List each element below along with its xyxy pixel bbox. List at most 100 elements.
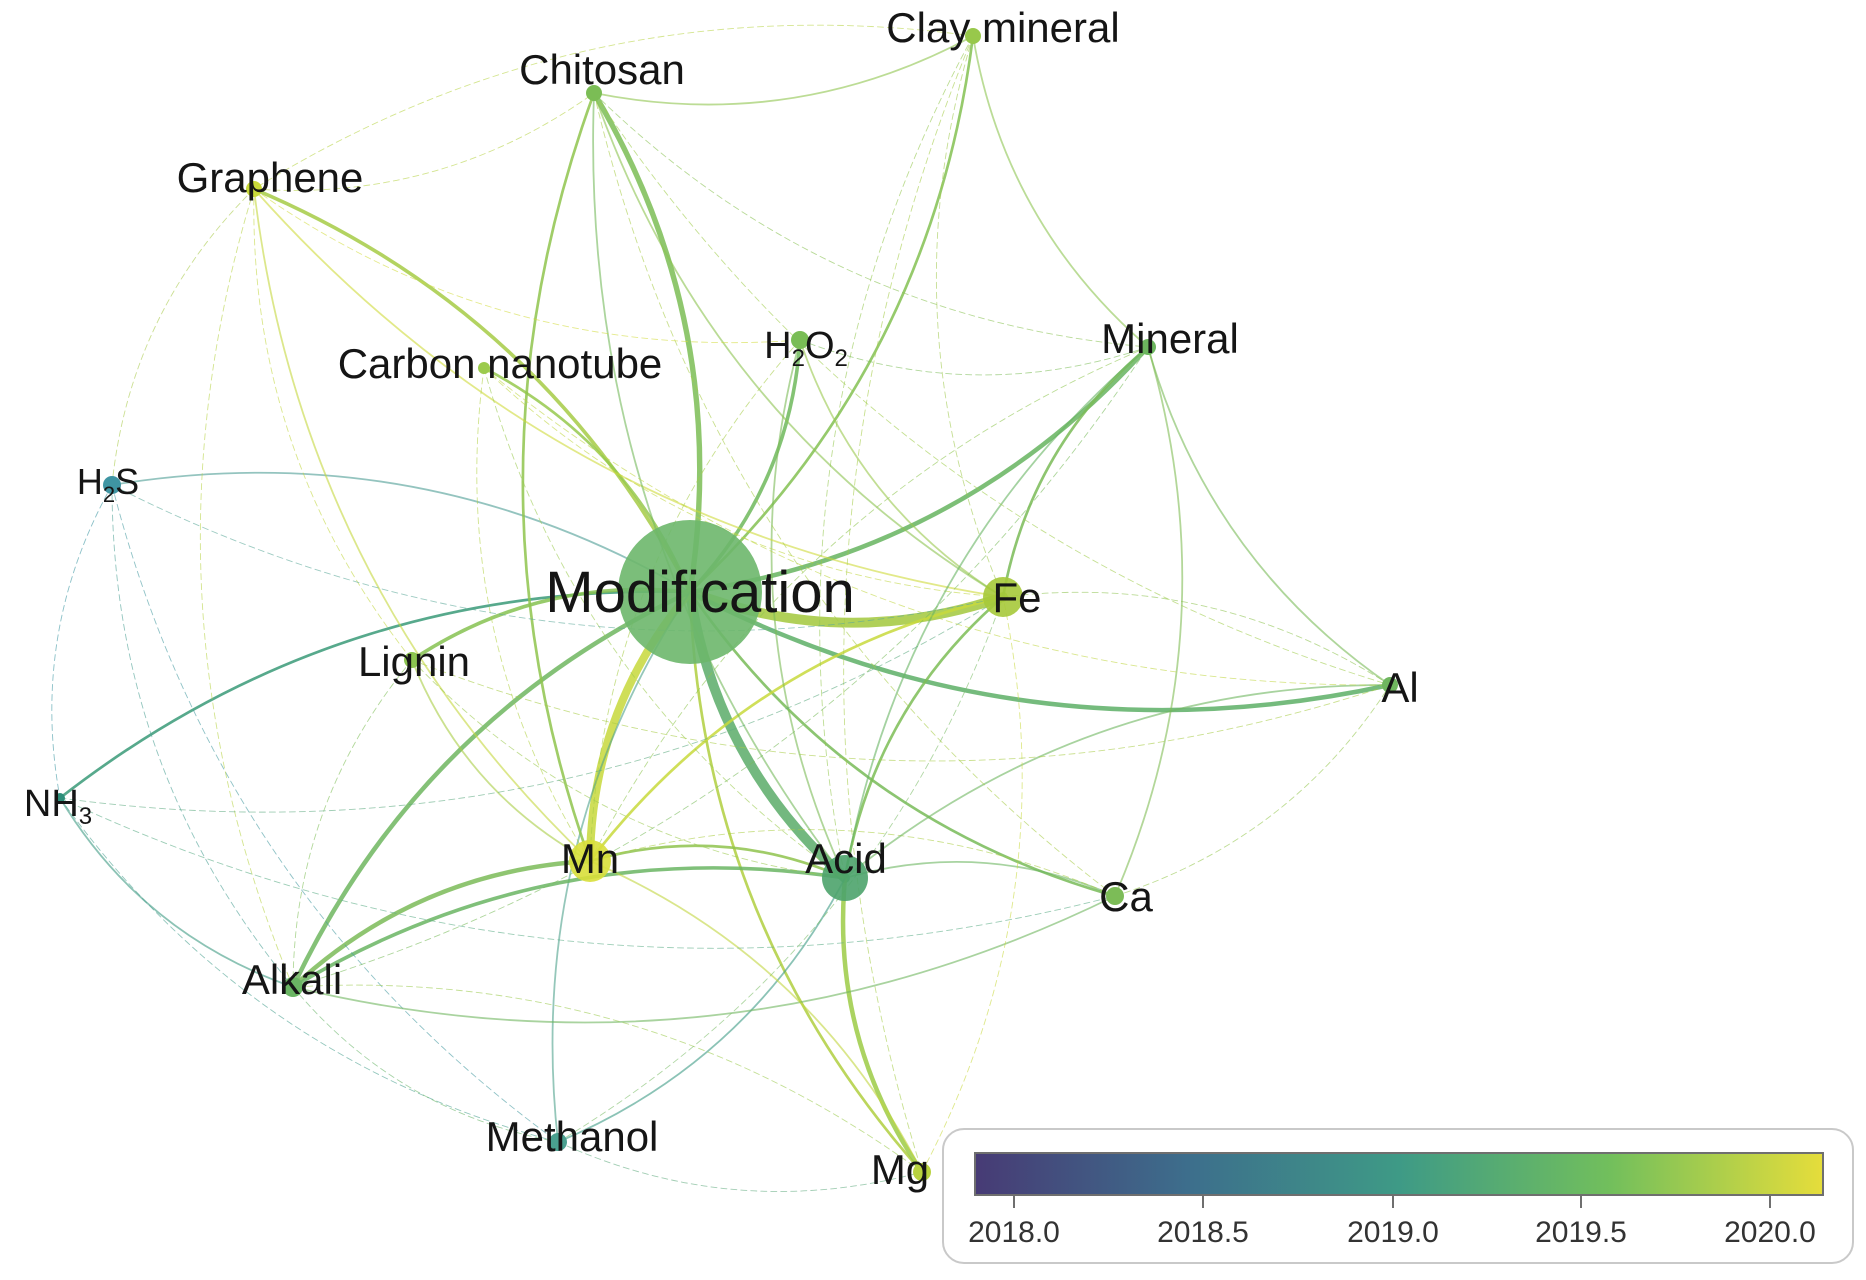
node-layer: [55, 28, 1398, 1181]
edge-alkali-methanol: [292, 986, 559, 1143]
edge-modification-al: [687, 589, 1393, 713]
edge-cnt-al: [483, 367, 1391, 686]
label-al: Al: [1381, 664, 1418, 711]
edge-nh3-alkali: [59, 797, 294, 988]
label-fe: Fe: [992, 574, 1041, 621]
edge-al-fe: [1002, 591, 1391, 686]
edge-cnt-acid: [483, 367, 846, 879]
label-cnt: Carbon nanotube: [338, 340, 663, 387]
node-mn: [569, 840, 611, 882]
node-acid: [822, 855, 868, 901]
edge-fe-mn: [588, 595, 1005, 863]
edge-acid-alkali: [291, 866, 847, 989]
node-h2s: [103, 476, 121, 494]
node-al: [1382, 677, 1398, 693]
colorbar-tick-label: 2020.0: [1724, 1216, 1816, 1249]
edge-mineral-acid: [844, 346, 1149, 879]
edge-chitosan-fe: [593, 92, 1004, 598]
edge-modification-h2s: [111, 471, 691, 593]
colorbar-tick-label: 2018.0: [968, 1216, 1060, 1249]
edge-acid-mn: [588, 844, 847, 880]
edge-modification-alkali: [290, 589, 693, 990]
edge-alkali-mineral: [292, 346, 1149, 988]
edge-mg-alkali: [292, 984, 923, 1173]
edge-modification-clay: [688, 34, 975, 594]
edge-mineral-al: [1147, 346, 1391, 686]
label-mg: Mg: [871, 1146, 929, 1193]
edge-al-acid: [844, 684, 1391, 879]
edge-clay-mg: [843, 35, 974, 1173]
edge-chitosan-acid: [592, 92, 846, 879]
node-cnt: [478, 362, 490, 374]
colorbar-tick: [1392, 1196, 1394, 1208]
label-chitosan: Chitosan: [519, 46, 685, 93]
edge-h2o2-fe: [799, 339, 1004, 598]
edge-lignin-al: [411, 659, 1391, 762]
colorbar-gradient: [974, 1152, 1824, 1196]
colorbar-tick-label: 2018.5: [1157, 1216, 1249, 1249]
edge-graphene-chitosan: [253, 92, 595, 191]
node-nh3: [55, 793, 65, 803]
node-graphene: [246, 181, 262, 197]
node-ca: [1106, 887, 1124, 905]
edge-chitosan-clay: [593, 35, 974, 106]
node-modification: [618, 520, 762, 664]
edge-graphene-mn: [253, 188, 591, 862]
edge-chitosan-mn: [521, 91, 596, 863]
edge-methanol-mg: [557, 1141, 923, 1192]
edge-cnt-mn: [476, 367, 591, 862]
edge-mineral-fe: [1001, 345, 1150, 599]
node-h2o2: [791, 331, 809, 349]
edge-modification-mg: [688, 590, 924, 1174]
edge-clay-acid: [819, 35, 974, 879]
edge-methanol-acid: [557, 877, 846, 1143]
label-methanol: Methanol: [486, 1113, 659, 1160]
edge-graphene-h2o2: [253, 188, 801, 344]
colorbar-tick-label: 2019.5: [1535, 1216, 1627, 1249]
colorbar-tick: [1769, 1196, 1771, 1208]
edge-modification-mineral: [687, 344, 1151, 595]
edge-graphene-lignin: [253, 188, 413, 661]
edge-ca-acid: [844, 860, 1116, 897]
node-fe: [983, 577, 1023, 617]
edge-h2s-methanol: [111, 484, 559, 1143]
edge-ca-al: [1114, 684, 1391, 897]
label-nh3: NH3: [24, 783, 92, 830]
edge-chitosan-ca: [593, 92, 1116, 897]
label-acid: Acid: [805, 835, 887, 882]
edge-mg-mn: [589, 860, 923, 1173]
edge-h2s-fe: [111, 484, 1004, 632]
edge-clay-fe: [935, 35, 1004, 598]
edge-methanol-fe: [557, 596, 1004, 1143]
edge-chitosan-mineral: [593, 92, 1149, 348]
edge-h2s-alkali: [111, 484, 294, 988]
edge-h2o2-mineral: [799, 339, 1149, 376]
colorbar-tick: [1580, 1196, 1582, 1208]
node-lignin: [404, 652, 420, 668]
edge-h2o2-mn: [589, 339, 801, 862]
label-modification: Modification: [545, 560, 854, 625]
label-layer: Modification Fe Acid Mn Lignin Chitosan …: [24, 4, 1419, 1193]
edge-clay-graphene: [253, 24, 974, 190]
label-mn: Mn: [561, 835, 619, 882]
edge-graphene-fe: [253, 188, 1004, 598]
edge-lignin-mn: [411, 659, 591, 862]
label-graphene: Graphene: [177, 154, 364, 201]
node-mg: [913, 1163, 931, 1181]
edge-chitosan-al: [593, 92, 1391, 686]
label-ca: Ca: [1099, 873, 1153, 920]
edge-alkali-ca: [292, 895, 1116, 1024]
edge-mg-fe: [921, 596, 1023, 1173]
node-alkali: [283, 977, 303, 997]
edge-ca-mn: [589, 829, 1116, 897]
colorbar-tick-label: 2019.0: [1347, 1216, 1439, 1249]
edge-graphene-alkali: [199, 188, 294, 988]
edge-nh3-ca: [59, 797, 1116, 949]
node-clay: [965, 28, 981, 44]
edge-mineral-mn: [589, 346, 1149, 862]
edge-nh3-fe: [59, 596, 1004, 813]
edge-modification-graphene: [252, 187, 692, 594]
node-mineral: [1140, 339, 1156, 355]
label-h2o2: H2O2: [764, 325, 848, 372]
label-mineral: Mineral: [1101, 315, 1239, 362]
